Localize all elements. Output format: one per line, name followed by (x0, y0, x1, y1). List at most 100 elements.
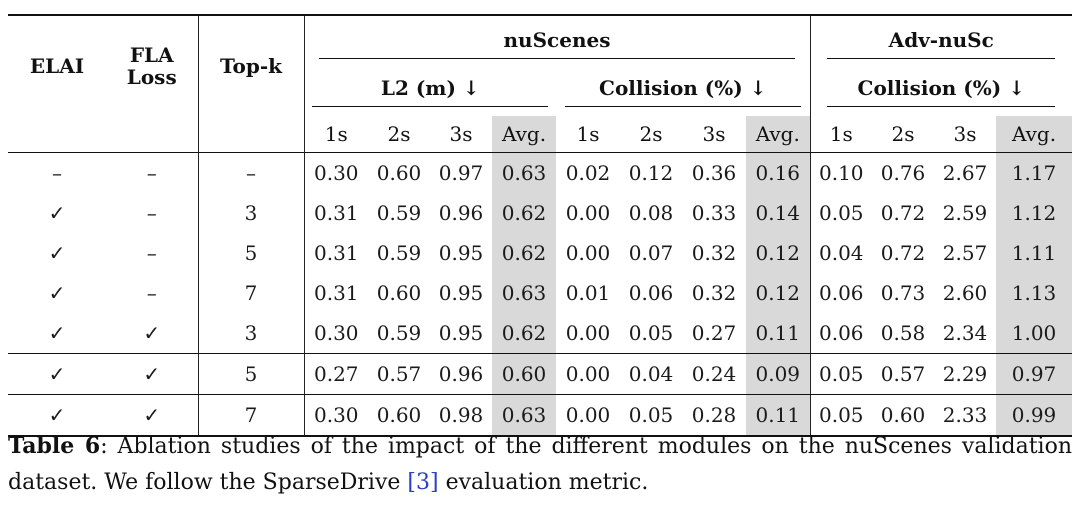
cell-value: 0.28 (682, 394, 746, 437)
cell-avg: 1.11 (996, 233, 1072, 273)
cell-value: 0.30 (303, 394, 368, 437)
subgroup-collision: Collision (%) ↓ (556, 66, 810, 116)
cell-value: 0.12 (620, 152, 682, 193)
ablation-table: ELAI FLA Loss Top-k nuScenes Adv-nuSc L2… (8, 14, 1072, 437)
cell-value: 0.00 (565, 201, 611, 225)
cell-value: 2.33 (934, 394, 996, 437)
cell-value: 0.72 (880, 241, 926, 265)
cell-value: 0.95 (438, 321, 484, 345)
cell-value: 0.24 (682, 353, 746, 395)
header-empty-elai (8, 116, 106, 153)
cell-value: 0.60 (368, 152, 430, 193)
header-row-groups: ELAI FLA Loss Top-k nuScenes Adv-nuSc (8, 14, 1072, 116)
cell-value: 0.00 (556, 353, 620, 395)
caption-text: : Ablation studies of the impact of the … (8, 434, 1072, 495)
ablation-table-container: ELAI FLA Loss Top-k nuScenes Adv-nuSc L2… (8, 14, 1072, 437)
cell-value: 0.31 (303, 233, 368, 273)
header-row-subgroups: L2 (m) ↓ Collision (%) ↓ Collision (%) ↓ (8, 66, 1072, 116)
cell-avg: 0.63 (492, 273, 556, 313)
group-advnusc-label: Adv-nuSc (827, 28, 1056, 59)
cell-avg: 0.62 (492, 233, 556, 273)
cell-value: 0.59 (376, 241, 422, 265)
cell-value: 0.73 (880, 281, 926, 305)
cell-fla: ✓ (106, 353, 198, 395)
table-row: ✓ ✓ 3 0.30 0.59 0.95 0.62 0.00 0.05 0.27… (8, 313, 1072, 354)
header-elai: ELAI (8, 14, 106, 116)
cell-value: 0.00 (556, 394, 620, 437)
cell-elai: ✓ (48, 281, 66, 305)
cell-avg: 0.63 (492, 152, 556, 193)
cell-value: 0.59 (376, 201, 422, 225)
cell-value: 0.76 (872, 152, 934, 193)
time-col-header: 3s (702, 122, 726, 146)
cell-value: 0.27 (303, 353, 368, 395)
cell-value: 0.06 (809, 313, 872, 354)
cell-fla: – (146, 201, 157, 225)
caption-label: Table 6 (8, 433, 101, 459)
cell-value: 0.06 (809, 273, 872, 313)
cell-value: 0.01 (565, 281, 611, 305)
cell-value: 0.00 (565, 321, 611, 345)
avg-col-header: Avg. (996, 116, 1072, 153)
cell-fla: – (146, 281, 157, 305)
cell-avg: 0.60 (492, 353, 556, 395)
time-col-header: 2s (639, 122, 663, 146)
cell-value: 0.07 (628, 241, 674, 265)
cell-value: 2.34 (942, 321, 988, 345)
header-fla-line2: Loss (126, 65, 177, 89)
cell-avg: 0.14 (746, 193, 810, 233)
cell-value: 2.29 (934, 353, 996, 395)
cell-value: 0.32 (691, 241, 737, 265)
table-row: ✓ – 7 0.31 0.60 0.95 0.63 0.01 0.06 0.32… (8, 273, 1072, 313)
subgroup-collision-label: Collision (%) ↓ (564, 76, 801, 107)
cell-value: 0.30 (303, 313, 368, 354)
cell-value: 2.59 (942, 201, 988, 225)
cell-avg: 0.12 (746, 233, 810, 273)
avg-col-header: Avg. (492, 116, 556, 153)
cell-elai: ✓ (8, 394, 106, 437)
cell-value: 0.60 (376, 281, 422, 305)
cell-fla: – (106, 152, 198, 193)
header-empty-fla (106, 116, 198, 153)
cell-avg: 0.09 (746, 353, 810, 395)
group-header-advnusc: Adv-nuSc (809, 14, 1072, 66)
cell-value: 0.04 (620, 353, 682, 395)
cell-avg: 0.97 (996, 353, 1072, 395)
cell-value: 0.31 (303, 273, 368, 313)
cell-value: 0.58 (880, 321, 926, 345)
cell-avg: 0.99 (996, 394, 1072, 437)
table-caption: Table 6: Ablation studies of the impact … (8, 428, 1072, 501)
group-header-nuscenes: nuScenes (303, 14, 810, 66)
cell-elai: ✓ (48, 321, 66, 345)
cell-avg: 0.62 (492, 313, 556, 354)
cell-value: 0.31 (303, 193, 368, 233)
cell-value: 0.32 (691, 281, 737, 305)
time-col-header: 1s (576, 122, 600, 146)
cell-value: 0.36 (682, 152, 746, 193)
cell-value: 0.60 (368, 394, 430, 437)
cell-elai: – (8, 152, 106, 193)
citation-link[interactable]: [3] (407, 470, 439, 495)
header-topk: Top-k (197, 14, 304, 116)
cell-value: 0.00 (565, 241, 611, 265)
time-col-header: 3s (953, 122, 977, 146)
cell-avg: 0.63 (492, 394, 556, 437)
cell-value: 0.10 (809, 152, 872, 193)
cell-topk: 5 (197, 233, 304, 273)
group-nuscenes-label: nuScenes (319, 28, 795, 59)
header-empty-topk (197, 116, 304, 153)
time-col-header: 1s (809, 116, 872, 153)
cell-elai: ✓ (48, 201, 66, 225)
cell-value: 0.06 (628, 281, 674, 305)
cell-value: 0.08 (628, 201, 674, 225)
header-fla-loss: FLA Loss (106, 14, 198, 116)
cell-value: 0.97 (430, 152, 492, 193)
time-col-header: 2s (387, 122, 411, 146)
cell-elai: ✓ (8, 353, 106, 395)
table-row: ✓ – 5 0.31 0.59 0.95 0.62 0.00 0.07 0.32… (8, 233, 1072, 273)
cell-value: 0.30 (303, 152, 368, 193)
cell-value: 0.27 (691, 321, 737, 345)
cell-value: 0.05 (628, 321, 674, 345)
cell-topk: 7 (197, 394, 304, 437)
cell-avg: 1.17 (996, 152, 1072, 193)
